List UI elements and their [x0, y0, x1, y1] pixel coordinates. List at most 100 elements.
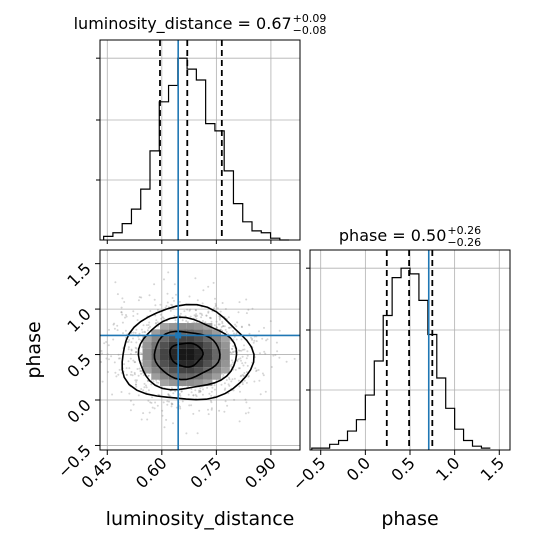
sample-point — [100, 361, 103, 363]
sample-point — [129, 409, 132, 412]
sample-point — [136, 368, 139, 370]
sample-point — [151, 396, 154, 399]
sample-point — [145, 386, 148, 389]
sample-point — [243, 372, 246, 374]
sample-point — [172, 392, 175, 395]
sample-point — [241, 362, 244, 365]
axes-layer — [95, 39, 511, 455]
sample-point — [233, 398, 236, 401]
sample-point — [173, 283, 176, 286]
sample-point — [238, 301, 241, 304]
sample-point — [195, 317, 198, 320]
sample-point — [213, 324, 216, 327]
sample-point — [196, 314, 199, 317]
sample-point — [246, 350, 249, 353]
sample-point — [116, 293, 119, 296]
sample-point — [190, 388, 193, 390]
density-cell — [160, 348, 169, 355]
sample-point — [245, 371, 248, 374]
sample-point — [246, 354, 249, 357]
sample-point — [293, 357, 296, 360]
sample-point — [170, 402, 173, 405]
sample-point — [251, 337, 254, 340]
sample-point — [194, 393, 197, 396]
sample-point — [140, 388, 143, 390]
sample-point — [160, 317, 163, 320]
density-cell — [186, 341, 195, 349]
sample-point — [224, 387, 227, 390]
sample-point — [219, 316, 222, 318]
sample-point — [155, 319, 158, 322]
sample-point — [243, 379, 246, 382]
sample-point — [223, 325, 226, 328]
sample-point — [124, 329, 127, 332]
text-layer: 0.45 0.60 0.75 0.90 −0.5 0.0 0.5 1.0 1.5−0.50.00… — [23, 12, 508, 530]
sample-point — [276, 350, 279, 353]
sample-point — [270, 366, 273, 368]
xtick-label: 0.60 — [132, 453, 171, 492]
density-cell — [168, 360, 178, 368]
density-cell — [177, 367, 187, 374]
sample-point — [201, 314, 204, 317]
sample-point — [120, 311, 123, 314]
sample-point — [169, 309, 172, 312]
sample-point — [135, 351, 138, 353]
sample-point — [179, 405, 181, 408]
sample-point — [242, 348, 244, 351]
xtick-label: 0.90 — [241, 453, 280, 492]
sample-point — [105, 357, 108, 360]
sample-point — [135, 347, 138, 350]
sample-point — [246, 364, 249, 367]
sample-point — [230, 363, 233, 366]
ytick-label: 1.5 — [63, 259, 94, 290]
sample-point — [125, 373, 128, 376]
density-cell — [160, 373, 169, 380]
density-cell — [221, 367, 230, 374]
sample-point — [178, 300, 181, 303]
sample-point — [180, 390, 183, 393]
sample-point — [136, 312, 139, 315]
sample-point — [166, 400, 169, 403]
density-layer — [142, 323, 230, 387]
sample-point — [194, 389, 197, 392]
sample-point — [221, 320, 224, 323]
title-main: luminosity_distance = 0.67 — [74, 14, 292, 34]
sample-point — [147, 374, 150, 377]
sample-point — [166, 301, 169, 304]
sample-point — [224, 328, 227, 331]
sample-point — [106, 353, 109, 356]
sample-point — [209, 316, 212, 319]
sample-point — [241, 355, 244, 358]
density-cell — [142, 348, 152, 355]
density-cell — [151, 341, 160, 349]
sample-point — [235, 331, 238, 334]
sample-point — [120, 391, 123, 393]
sample-point — [149, 401, 152, 404]
sample-point — [100, 350, 103, 352]
sample-point — [192, 412, 195, 415]
sample-point — [258, 330, 260, 333]
sample-point — [133, 361, 136, 364]
y-axis-label-phase: phase — [23, 321, 45, 378]
sample-point — [205, 314, 208, 317]
sample-point — [223, 388, 226, 391]
sample-point — [238, 420, 241, 423]
sample-point — [143, 382, 146, 385]
sample-point — [245, 401, 248, 404]
density-cell — [168, 379, 178, 387]
sample-point — [162, 401, 165, 404]
sample-point — [207, 408, 209, 411]
sample-point — [122, 332, 124, 335]
sample-point — [155, 381, 158, 384]
sample-point — [132, 315, 135, 317]
sample-point — [132, 331, 135, 334]
sample-point — [117, 373, 120, 376]
sample-point — [202, 388, 204, 391]
sample-point — [154, 314, 157, 317]
sample-point — [237, 311, 240, 314]
sample-point — [233, 377, 236, 380]
sample-point — [172, 422, 174, 425]
truth-marker — [175, 332, 182, 339]
density-cell — [203, 360, 213, 368]
sample-point — [207, 311, 210, 314]
